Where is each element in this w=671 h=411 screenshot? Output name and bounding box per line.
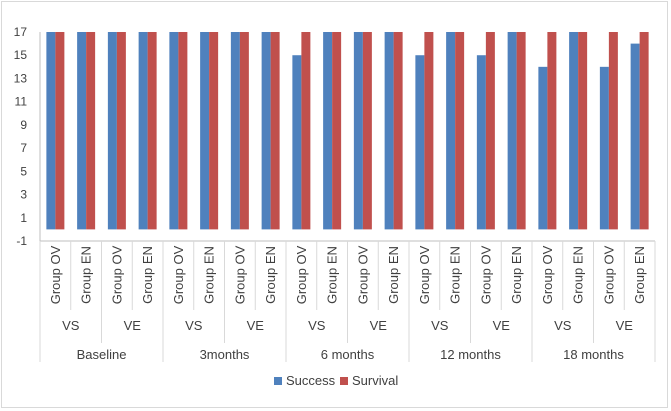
group-label: Group OV [294, 245, 309, 304]
bar-success [292, 55, 302, 230]
bar-survival [270, 32, 280, 230]
group-label: Group OV [232, 245, 247, 304]
bar-survival [55, 32, 65, 230]
bar-success [569, 32, 579, 230]
time-point-label: 18 months [563, 347, 624, 362]
bar-success [77, 32, 87, 230]
group-label: Group EN [202, 246, 217, 304]
bar-survival [116, 32, 126, 230]
group-label: Group OV [48, 245, 63, 304]
bar-survival [239, 32, 249, 230]
bar-success [138, 32, 148, 230]
bar-survival [455, 32, 465, 230]
bar-success [476, 55, 486, 230]
group-label: Group EN [79, 246, 94, 304]
condition-label: VE [370, 318, 388, 333]
bar-survival [485, 32, 495, 230]
bar-success [230, 32, 240, 230]
bar-success [169, 32, 179, 230]
y-tick-label: 13 [14, 71, 28, 85]
bar-survival [147, 32, 157, 230]
time-point-label: 6 months [321, 347, 375, 362]
y-tick-label: 7 [20, 141, 27, 155]
bar-success [538, 66, 548, 230]
condition-label: VS [185, 318, 203, 333]
condition-label: VE [124, 318, 142, 333]
y-tick-label: 3 [20, 188, 27, 202]
bar-success [353, 32, 363, 230]
bar-survival [178, 32, 188, 230]
group-label: Group OV [417, 245, 432, 304]
bar-survival [362, 32, 372, 230]
bar-survival [332, 32, 342, 230]
condition-label: VE [493, 318, 511, 333]
group-label: Group EN [571, 246, 586, 304]
bar-survival [516, 32, 526, 230]
bar-survival [393, 32, 403, 230]
bar-success [630, 43, 640, 230]
condition-label: VS [62, 318, 80, 333]
group-label: Group OV [109, 245, 124, 304]
y-tick-label: -1 [16, 234, 27, 248]
legend-swatch-survival [340, 377, 348, 385]
group-label: Group OV [601, 245, 616, 304]
y-tick-label: 9 [20, 118, 27, 132]
bar-survival [608, 32, 618, 230]
bar-survival [209, 32, 219, 230]
legend-swatch-success [274, 377, 282, 385]
time-point-label: Baseline [77, 347, 127, 362]
bar-success [384, 32, 394, 230]
group-label: Group OV [355, 245, 370, 304]
condition-label: VS [431, 318, 449, 333]
bar-survival [639, 32, 649, 230]
condition-label: VS [554, 318, 572, 333]
bar-success [261, 32, 271, 230]
group-label: Group EN [509, 246, 524, 304]
y-tick-label: 11 [15, 95, 28, 109]
y-tick-label: 17 [14, 25, 28, 39]
time-point-label: 12 months [440, 347, 501, 362]
group-label: Group OV [540, 245, 555, 304]
group-label: Group EN [386, 246, 401, 304]
bar-success [507, 32, 517, 230]
group-label: Group EN [325, 246, 340, 304]
bar-success [200, 32, 210, 230]
legend-label-success: Success [286, 373, 336, 388]
group-label: Group OV [171, 245, 186, 304]
bar-survival [578, 32, 588, 230]
group-label: Group OV [478, 245, 493, 304]
condition-label: VE [247, 318, 265, 333]
bar-success [323, 32, 333, 230]
group-label: Group EN [140, 246, 155, 304]
bar-success [599, 66, 609, 230]
bar-survival [547, 32, 557, 230]
y-tick-label: 15 [14, 48, 28, 62]
condition-label: VS [308, 318, 326, 333]
condition-label: VE [616, 318, 634, 333]
bar-success [107, 32, 117, 230]
time-point-label: 3months [200, 347, 250, 362]
group-label: Group EN [448, 246, 463, 304]
y-tick-label: 1 [20, 211, 27, 225]
legend-label-survival: Survival [352, 373, 398, 388]
y-tick-label: 5 [20, 164, 27, 178]
bar-success [446, 32, 456, 230]
bar-survival [86, 32, 96, 230]
bar-survival [424, 32, 434, 230]
bar-success [46, 32, 56, 230]
bar-survival [301, 32, 311, 230]
group-label: Group EN [263, 246, 278, 304]
bar-success [415, 55, 425, 230]
group-label: Group EN [632, 246, 647, 304]
